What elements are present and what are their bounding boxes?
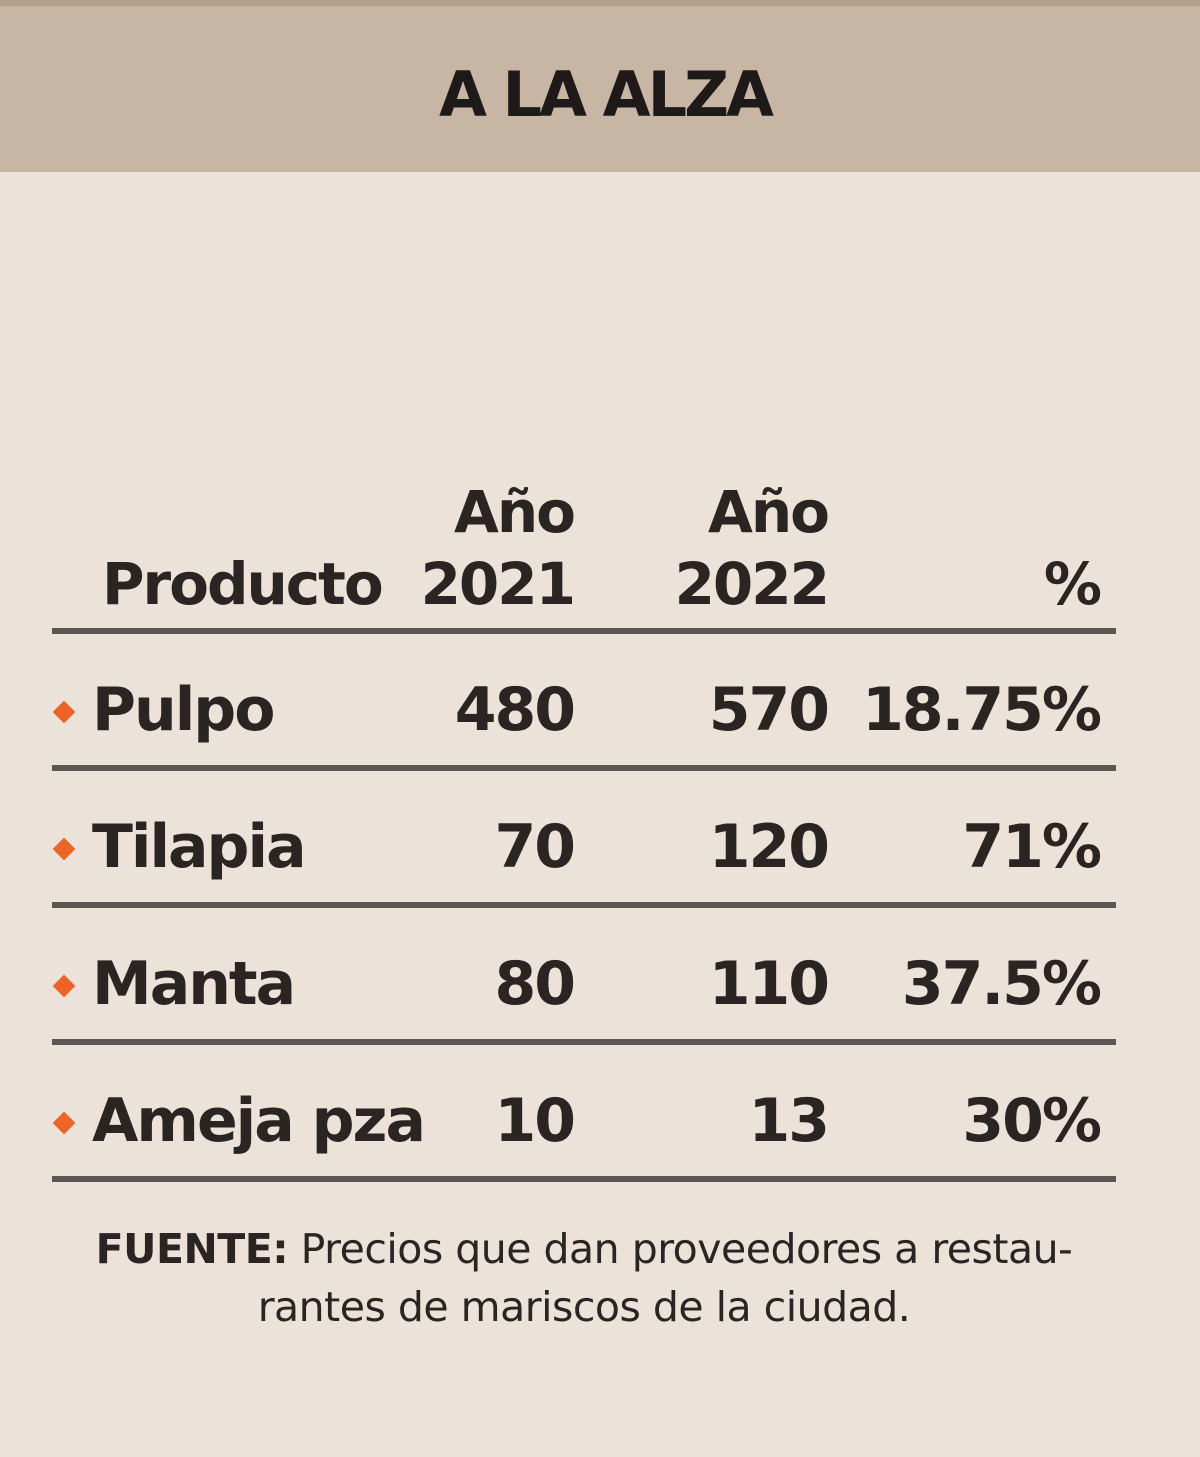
column-header-2022-line2: 2022	[674, 550, 830, 618]
column-header-2021-line1: Año	[453, 478, 576, 546]
column-header-percent: %	[1043, 548, 1102, 620]
cell-value-2022: 110	[708, 949, 830, 1019]
cell-product: Tilapia	[92, 812, 307, 882]
cell-product: Ameja pza	[92, 1086, 426, 1156]
cell-percent: 37.5%	[901, 949, 1102, 1019]
cell-product: Manta	[92, 949, 296, 1019]
diamond-bullet-icon	[52, 1111, 76, 1135]
diamond-bullet-icon	[52, 974, 76, 998]
column-header-2021-line2: 2021	[420, 550, 576, 618]
cell-value-2021: 70	[494, 812, 576, 882]
table-row-tilapia: Tilapia 70 120 71%	[52, 771, 1116, 908]
cell-product: Pulpo	[92, 675, 275, 745]
cell-value-2022: 570	[708, 675, 830, 745]
cell-value-2021: 480	[454, 675, 576, 745]
column-header-product-label: Producto	[102, 550, 384, 618]
diamond-bullet-icon	[52, 700, 76, 724]
column-header-2021: Año 2021	[420, 476, 576, 620]
table-header: Producto Año 2021 Año 2022 %	[52, 470, 1116, 634]
cell-percent: 18.75%	[862, 675, 1102, 745]
cell-percent: 71%	[962, 812, 1102, 882]
table-row-manta: Manta 80 110 37.5%	[52, 908, 1116, 1045]
table-row-ameja: Ameja pza 10 13 30%	[52, 1045, 1116, 1182]
cell-value-2021: 80	[494, 949, 576, 1019]
cell-value-2021: 10	[494, 1086, 576, 1156]
column-header-2022: Año 2022	[674, 476, 830, 620]
table-row-pulpo: Pulpo 480 570 18.75%	[52, 634, 1116, 771]
column-header-2022-line1: Año	[707, 478, 830, 546]
source-note: FUENTE: Precios que dan proveedores a re…	[52, 1220, 1116, 1336]
chart-title: A LA ALZA	[438, 58, 774, 131]
cell-value-2022: 120	[708, 812, 830, 882]
source-text-line1: Precios que dan proveedores a restau-	[288, 1225, 1073, 1273]
column-header-percent-label: %	[1043, 550, 1102, 618]
price-table: Producto Año 2021 Año 2022 % Pulpo 480 5…	[52, 470, 1116, 1182]
cell-value-2022: 13	[748, 1086, 830, 1156]
cell-percent: 30%	[962, 1086, 1102, 1156]
column-header-product: Producto	[102, 548, 384, 620]
header-bar: A LA ALZA	[0, 0, 1200, 172]
diamond-bullet-icon	[52, 837, 76, 861]
source-text-line2: rantes de mariscos de la ciudad.	[257, 1283, 911, 1331]
source-label: FUENTE:	[95, 1225, 289, 1273]
